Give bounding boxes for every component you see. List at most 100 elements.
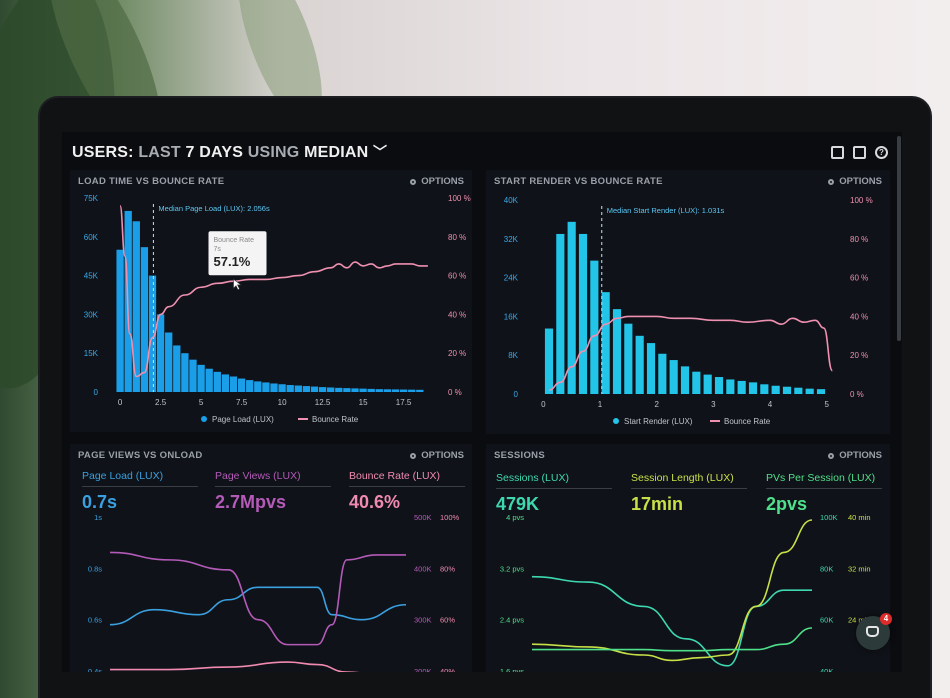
- bar: [737, 380, 746, 394]
- bar: [805, 388, 814, 394]
- y2-tick-label: 100 %: [448, 194, 471, 203]
- legend-label: Bounce Rate: [312, 415, 359, 424]
- x-tick-label: 2: [654, 400, 659, 409]
- options-label: OPTIONS: [421, 176, 464, 187]
- help-icon[interactable]: ?: [875, 146, 888, 159]
- bar: [116, 249, 124, 392]
- users-label: USERS:: [72, 144, 134, 161]
- range-value[interactable]: 7 DAYS: [185, 144, 244, 161]
- bar: [221, 374, 230, 392]
- bar: [318, 387, 327, 392]
- y2-tick-label: 100 %: [850, 196, 873, 205]
- bar: [140, 247, 149, 392]
- bar: [148, 275, 157, 392]
- gear-icon: [828, 179, 835, 185]
- panel-title: START RENDER VS BOUNCE RATE: [494, 176, 663, 187]
- y2-tick-label: 500K: [414, 513, 432, 522]
- y-tick-label: 0: [94, 388, 99, 397]
- y3-tick-label: 80%: [440, 564, 455, 573]
- metric-sessions[interactable]: Sessions (LUX) 479K: [496, 472, 612, 515]
- y2-tick-label: 80 %: [850, 235, 868, 244]
- bar: [286, 385, 294, 392]
- y3-tick-label: 60%: [440, 616, 455, 625]
- metric-pvs-per-session[interactable]: PVs Per Session (LUX) 2pvs: [766, 472, 882, 515]
- x-tick-label: 5: [199, 398, 204, 407]
- x-tick-label: 10: [278, 398, 287, 407]
- y-tick-label: 16K: [504, 312, 519, 321]
- sessions-chart: 1.6 pvs 2.4 pvs 3.2 pvs 4 pvs 40K 60K 80K 100K 2…: [500, 513, 871, 672]
- bar: [782, 386, 792, 394]
- bar: [714, 377, 724, 394]
- gear-icon: [410, 179, 417, 185]
- options-button[interactable]: OPTIONS: [828, 176, 882, 187]
- y-tick-label: 3.2 pvs: [500, 564, 524, 573]
- metric-session-length[interactable]: Session Length (LUX) 17min: [631, 472, 747, 515]
- options-button[interactable]: OPTIONS: [410, 176, 464, 187]
- panel-start-render: START RENDER VS BOUNCE RATE OPTIONS 0 8K 1…: [486, 170, 890, 434]
- bar: [578, 233, 588, 394]
- bar: [703, 374, 712, 394]
- x-tick-label: 12.5: [315, 398, 331, 407]
- bounce-rate-line: [119, 204, 428, 378]
- panel-page-views: PAGE VIEWS VS ONLOAD OPTIONS Page Load (…: [70, 444, 472, 672]
- bar: [635, 335, 644, 394]
- bar: [391, 389, 400, 392]
- cursor-icon: [233, 278, 242, 291]
- metric-page-load[interactable]: Page Load (LUX) 0.7s: [82, 470, 198, 513]
- y-tick-label: 45K: [84, 272, 99, 281]
- bar: [335, 387, 343, 392]
- bar: [601, 292, 610, 394]
- y2-tick-label: 100K: [820, 513, 838, 522]
- bar: [416, 389, 424, 392]
- options-button[interactable]: OPTIONS: [410, 450, 464, 461]
- y2-tick-label: 40 %: [850, 312, 868, 321]
- metric-page-views[interactable]: Page Views (LUX) 2.7Mpvs: [215, 470, 331, 513]
- bar: [680, 366, 690, 394]
- bar: [794, 387, 803, 394]
- options-label: OPTIONS: [839, 450, 882, 461]
- y2-tick-label: 60 %: [850, 274, 868, 283]
- metric-label: Page Load (LUX): [82, 470, 198, 487]
- panel-sessions: SESSIONS OPTIONS Sessions (LUX) 479K Ses…: [486, 444, 890, 672]
- y2-tick-label: 80 %: [448, 233, 466, 242]
- bar: [567, 221, 576, 394]
- metric-label: Sessions (LUX): [496, 472, 612, 489]
- bar: [229, 376, 238, 392]
- y2-tick-label: 40K: [820, 667, 833, 672]
- y2-tick-label: 300K: [414, 616, 432, 625]
- y2-tick-label: 0 %: [448, 388, 462, 397]
- start-render-chart: 0 8K 16K 24K 32K 40K 0 % 20 % 40 % 60 % 80 % 100 % 0…: [504, 196, 873, 426]
- options-label: OPTIONS: [839, 176, 882, 187]
- options-button[interactable]: OPTIONS: [828, 450, 882, 461]
- metric-bounce-rate[interactable]: Bounce Rate (LUX) 40.6%: [349, 470, 465, 513]
- bar: [771, 385, 780, 394]
- median-label: Median Start Render (LUX): 1.031s: [607, 206, 725, 215]
- y3-tick-label: 100%: [440, 513, 460, 522]
- series-line: [531, 519, 813, 662]
- bar: [556, 233, 565, 394]
- chevron-down-icon[interactable]: ﹀: [373, 144, 388, 160]
- y-tick-label: 2.4 pvs: [500, 616, 524, 625]
- bar: [408, 389, 416, 392]
- options-label: OPTIONS: [421, 450, 464, 461]
- stat-value[interactable]: MEDIAN: [304, 144, 369, 161]
- x-tick-label: 2.5: [155, 398, 167, 407]
- metric-label: Session Length (LUX): [631, 472, 747, 489]
- bar: [726, 379, 735, 394]
- x-tick-label: 1: [598, 400, 603, 409]
- bar: [189, 359, 197, 392]
- y2-tick-label: 20 %: [448, 349, 466, 358]
- scrollbar[interactable]: [897, 136, 901, 341]
- bar: [399, 389, 408, 392]
- panel-load-time: LOAD TIME VS BOUNCE RATE OPTIONS 0 15K 30K…: [70, 170, 472, 432]
- y3-tick-label: 40 min: [848, 513, 871, 522]
- y2-tick-label: 400K: [414, 564, 432, 573]
- share-icon[interactable]: [853, 146, 866, 159]
- monitor-icon[interactable]: [831, 146, 844, 159]
- dashboard-screen: USERS: LAST 7 DAYS USING MEDIAN ﹀ ? LOAD…: [62, 132, 902, 672]
- y-tick-label: 8K: [508, 351, 518, 360]
- bar: [658, 353, 667, 394]
- y3-tick-label: 40%: [440, 667, 455, 672]
- bar: [165, 332, 173, 392]
- tooltip-box: [208, 231, 267, 276]
